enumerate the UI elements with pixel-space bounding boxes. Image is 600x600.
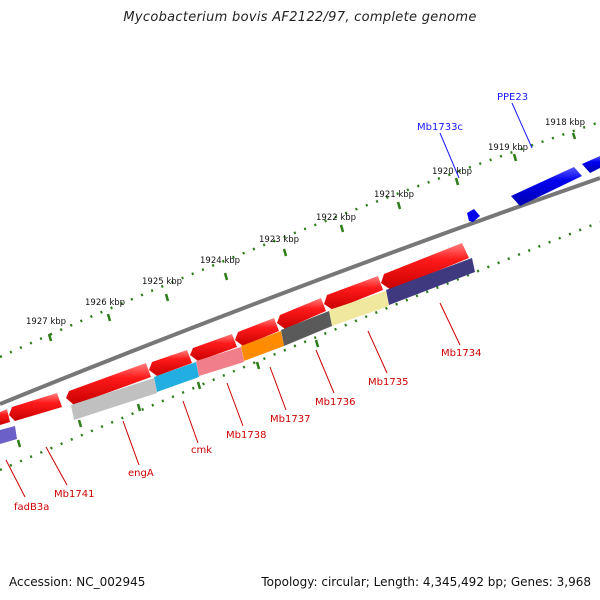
outer-major-ticks	[47, 132, 577, 342]
scale-label: 1924 kbp	[200, 256, 240, 266]
gene-label-mb1741: Mb1741	[54, 489, 94, 500]
gene-mb1735[interactable]	[329, 291, 389, 326]
accession-text: Accession: NC_002945	[9, 575, 146, 589]
gene-label-mb1737: Mb1737	[270, 414, 310, 425]
gene-red[interactable]	[324, 276, 383, 310]
gene-label-mb1734: Mb1734	[441, 348, 481, 359]
gene-label-fadb3a: fadB3a	[14, 502, 49, 513]
reverse-genes-track	[0, 243, 469, 425]
colored-genes-track	[0, 258, 475, 444]
scale-label: 1927 kbp	[26, 317, 66, 327]
gene-mb1733c[interactable]	[467, 209, 480, 222]
gene-red[interactable]	[0, 409, 10, 425]
map-title: Mycobacterium bovis AF2122/97, complete …	[123, 10, 477, 25]
scale-label: 1919 kbp	[488, 143, 528, 153]
gene-label-ppe23: PPE23	[497, 92, 528, 103]
scale-label: 1920 kbp	[432, 167, 472, 177]
gene-ppe23[interactable]	[511, 167, 582, 206]
scale-label: 1922 kbp	[316, 213, 356, 223]
scale-label: 1921 kbp	[374, 190, 414, 200]
gene-mb1738[interactable]	[196, 347, 244, 376]
gene-cmk[interactable]	[154, 362, 199, 392]
gene-labels: PPE23 Mb1733c Mb1734 Mb1735 Mb1736 Mb173…	[14, 92, 528, 513]
label-leaders	[5, 102, 533, 498]
gene-forward-right[interactable]	[582, 156, 600, 173]
scale-label: 1926 kbp	[85, 298, 125, 308]
gene-red[interactable]	[190, 334, 237, 361]
gene-fadb3a[interactable]	[0, 426, 17, 444]
gene-label-mb1736: Mb1736	[315, 397, 355, 408]
gene-red[interactable]	[277, 298, 326, 329]
gene-enga[interactable]	[71, 378, 157, 420]
gene-red[interactable]	[235, 318, 279, 346]
genome-backbone	[0, 176, 600, 406]
scale-labels: 1918 kbp 1919 kbp 1920 kbp 1921 kbp 1922…	[26, 118, 585, 327]
gene-label-mb1733c: Mb1733c	[417, 122, 463, 133]
gene-mb1734[interactable]	[386, 258, 475, 305]
outer-scale-ring	[0, 120, 600, 359]
gene-red[interactable]	[9, 393, 62, 421]
forward-genes-track	[467, 156, 600, 222]
scale-label: 1923 kbp	[259, 235, 299, 245]
gene-red[interactable]	[149, 350, 192, 376]
gene-red[interactable]	[66, 363, 151, 405]
gene-mb1737[interactable]	[241, 331, 284, 361]
gene-label-cmk: cmk	[191, 445, 212, 456]
inner-scale-ring	[0, 220, 600, 472]
gene-label-mb1738: Mb1738	[226, 430, 266, 441]
topology-text: Topology: circular; Length: 4,345,492 bp…	[261, 575, 591, 589]
gene-label-enga: engA	[128, 468, 154, 479]
gene-red[interactable]	[381, 243, 469, 290]
gene-mb1736[interactable]	[281, 311, 332, 346]
gene-label-mb1735: Mb1735	[368, 377, 408, 388]
scale-label: 1925 kbp	[142, 277, 182, 287]
scale-label: 1918 kbp	[545, 118, 585, 128]
